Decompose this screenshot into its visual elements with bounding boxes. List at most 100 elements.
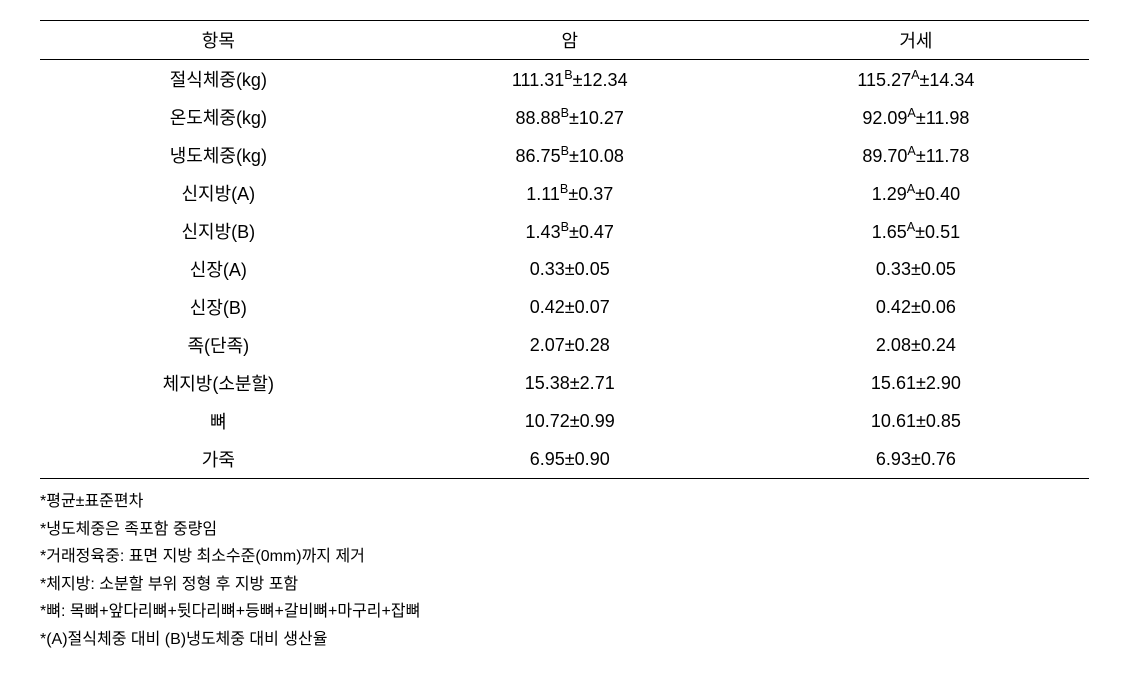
- pm-value: ±0.05: [565, 259, 610, 279]
- row-label: 온도체중(kg): [40, 98, 397, 136]
- cell-value: 0.33±0.05: [743, 250, 1089, 288]
- mean-value: 89.70: [862, 146, 907, 166]
- pm-value: ±12.34: [573, 70, 628, 90]
- cell-value: 89.70A±11.78: [743, 136, 1089, 174]
- cell-value: 15.61±2.90: [743, 364, 1089, 402]
- pm-value: ±10.27: [569, 108, 624, 128]
- cell-value: 88.88B±10.27: [397, 98, 743, 136]
- row-label: 신지방(B): [40, 212, 397, 250]
- pm-value: ±0.05: [911, 259, 956, 279]
- table-row: 신장(B)0.42±0.070.42±0.06: [40, 288, 1089, 326]
- mean-value: 86.75: [516, 146, 561, 166]
- pm-value: ±0.99: [570, 411, 615, 431]
- pm-value: ±11.78: [916, 146, 970, 166]
- pm-value: ±2.90: [916, 373, 961, 393]
- table-row: 신장(A)0.33±0.050.33±0.05: [40, 250, 1089, 288]
- mean-value: 0.33: [530, 259, 565, 279]
- pm-value: ±0.85: [916, 411, 961, 431]
- mean-value: 88.88: [516, 108, 561, 128]
- mean-value: 15.38: [525, 373, 570, 393]
- cell-value: 10.72±0.99: [397, 402, 743, 440]
- superscript: A: [907, 144, 915, 158]
- pm-value: ±0.51: [915, 222, 960, 242]
- cell-value: 0.42±0.07: [397, 288, 743, 326]
- pm-value: ±0.76: [911, 449, 956, 469]
- mean-value: 111.31: [512, 70, 564, 90]
- mean-value: 10.72: [525, 411, 570, 431]
- cell-value: 1.43B±0.47: [397, 212, 743, 250]
- cell-value: 86.75B±10.08: [397, 136, 743, 174]
- table-row: 온도체중(kg)88.88B±10.2792.09A±11.98: [40, 98, 1089, 136]
- mean-value: 92.09: [862, 108, 907, 128]
- pm-value: ±0.90: [565, 449, 610, 469]
- pm-value: ±0.37: [568, 184, 613, 204]
- cell-value: 15.38±2.71: [397, 364, 743, 402]
- mean-value: 0.42: [530, 297, 565, 317]
- superscript: A: [907, 220, 915, 234]
- header-castrated: 거세: [743, 21, 1089, 60]
- superscript: B: [561, 144, 569, 158]
- table-row: 가죽6.95±0.906.93±0.76: [40, 440, 1089, 479]
- cell-value: 92.09A±11.98: [743, 98, 1089, 136]
- row-label: 신장(A): [40, 250, 397, 288]
- superscript: A: [907, 106, 915, 120]
- footnote-line: *(A)절식체중 대비 (B)냉도체중 대비 생산율: [40, 627, 1089, 653]
- pm-value: ±0.06: [911, 297, 956, 317]
- cell-value: 10.61±0.85: [743, 402, 1089, 440]
- cell-value: 6.95±0.90: [397, 440, 743, 479]
- row-label: 뼈: [40, 402, 397, 440]
- mean-value: 1.29: [872, 184, 907, 204]
- table-row: 냉도체중(kg)86.75B±10.0889.70A±11.78: [40, 136, 1089, 174]
- superscript: A: [911, 68, 919, 82]
- table-header-row: 항목 암 거세: [40, 21, 1089, 60]
- mean-value: 1.11: [526, 184, 560, 204]
- pm-value: ±2.71: [570, 373, 615, 393]
- cell-value: 1.65A±0.51: [743, 212, 1089, 250]
- mean-value: 1.43: [526, 222, 561, 242]
- table-row: 뼈10.72±0.9910.61±0.85: [40, 402, 1089, 440]
- cell-value: 1.11B±0.37: [397, 174, 743, 212]
- mean-value: 0.42: [876, 297, 911, 317]
- mean-value: 10.61: [871, 411, 916, 431]
- mean-value: 115.27: [857, 70, 911, 90]
- data-table: 항목 암 거세 절식체중(kg)111.31B±12.34115.27A±14.…: [40, 20, 1089, 479]
- mean-value: 0.33: [876, 259, 911, 279]
- superscript: B: [564, 68, 572, 82]
- row-label: 신장(B): [40, 288, 397, 326]
- row-label: 신지방(A): [40, 174, 397, 212]
- superscript: B: [561, 106, 569, 120]
- cell-value: 0.33±0.05: [397, 250, 743, 288]
- cell-value: 115.27A±14.34: [743, 60, 1089, 99]
- footnote-line: *체지방: 소분할 부위 정형 후 지방 포함: [40, 572, 1089, 598]
- cell-value: 111.31B±12.34: [397, 60, 743, 99]
- superscript: B: [561, 220, 569, 234]
- mean-value: 2.07: [530, 335, 565, 355]
- pm-value: ±0.28: [565, 335, 610, 355]
- row-label: 냉도체중(kg): [40, 136, 397, 174]
- row-label: 가죽: [40, 440, 397, 479]
- table-row: 체지방(소분할)15.38±2.7115.61±2.90: [40, 364, 1089, 402]
- pm-value: ±0.40: [915, 184, 960, 204]
- superscript: A: [907, 182, 915, 196]
- pm-value: ±0.47: [569, 222, 614, 242]
- table-row: 신지방(A)1.11B±0.371.29A±0.40: [40, 174, 1089, 212]
- table-row: 족(단족)2.07±0.282.08±0.24: [40, 326, 1089, 364]
- footnote-line: *뼈: 목뼈+앞다리뼈+뒷다리뼈+등뼈+갈비뼈+마구리+잡뼈: [40, 599, 1089, 625]
- cell-value: 2.07±0.28: [397, 326, 743, 364]
- table-row: 신지방(B)1.43B±0.471.65A±0.51: [40, 212, 1089, 250]
- mean-value: 15.61: [871, 373, 916, 393]
- cell-value: 0.42±0.06: [743, 288, 1089, 326]
- pm-value: ±0.07: [565, 297, 610, 317]
- mean-value: 2.08: [876, 335, 911, 355]
- header-item: 항목: [40, 21, 397, 60]
- pm-value: ±11.98: [916, 108, 970, 128]
- mean-value: 6.95: [530, 449, 565, 469]
- header-female: 암: [397, 21, 743, 60]
- row-label: 절식체중(kg): [40, 60, 397, 99]
- mean-value: 6.93: [876, 449, 911, 469]
- cell-value: 1.29A±0.40: [743, 174, 1089, 212]
- pm-value: ±10.08: [569, 146, 624, 166]
- footnotes: *평균±표준편차*냉도체중은 족포함 중량임*거래정육중: 표면 지방 최소수준…: [40, 489, 1089, 653]
- footnote-line: *냉도체중은 족포함 중량임: [40, 517, 1089, 543]
- row-label: 체지방(소분할): [40, 364, 397, 402]
